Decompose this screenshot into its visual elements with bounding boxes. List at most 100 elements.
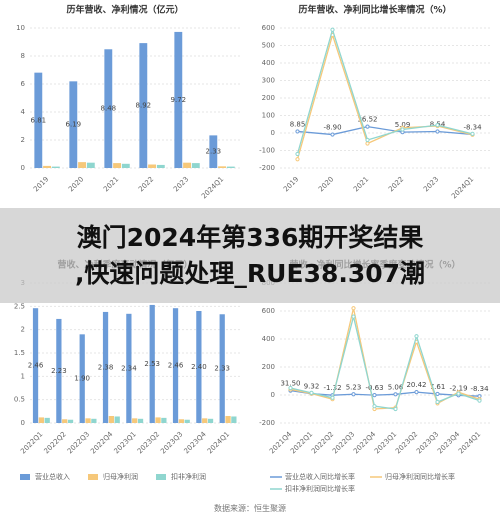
x-tick-label: 2022Q3 [66, 430, 91, 455]
value-label: -0.63 [365, 384, 383, 392]
y-tick-label: 8 [21, 52, 25, 60]
x-tick-label: 2019 [282, 175, 300, 193]
bar [132, 418, 138, 423]
value-label: -8.90 [323, 124, 341, 132]
line [297, 125, 473, 136]
x-tick-label: 2022Q4 [89, 430, 115, 456]
y-tick-label: 400 [262, 59, 275, 67]
x-tick-label: 2020 [67, 175, 85, 193]
x-tick-label: 2023Q3 [159, 430, 184, 455]
point [365, 137, 370, 143]
banner-line: ,快速问题处理_RUE38.307潮 [74, 258, 426, 288]
bar [231, 416, 237, 423]
point [351, 392, 356, 397]
point [365, 141, 370, 146]
bar [67, 419, 74, 423]
point [309, 390, 314, 395]
y-tick-label: -200 [259, 419, 275, 427]
y-tick-label: 200 [262, 363, 275, 371]
bar [102, 311, 109, 423]
point [414, 390, 419, 395]
point [330, 27, 335, 32]
bar [207, 418, 214, 423]
bar [32, 308, 39, 423]
y-tick-label: 2.5 [14, 302, 25, 310]
y-tick-label: 600 [262, 307, 275, 315]
x-tick-label: 2022Q2 [43, 430, 68, 455]
bar [225, 416, 231, 423]
point [435, 391, 440, 397]
legend-swatch [156, 474, 166, 480]
y-tick-label: -200 [259, 164, 275, 172]
point [456, 391, 461, 396]
x-tick-label: 2023 [172, 175, 190, 193]
bar [43, 165, 51, 168]
y-tick-label: 0 [21, 419, 25, 427]
x-tick-label: 2022 [387, 175, 405, 193]
point [435, 123, 440, 128]
chart-title: 历年营收、净利同比增长率情况（%） [298, 4, 451, 16]
point [295, 151, 300, 157]
point [470, 131, 475, 136]
bar [86, 162, 95, 168]
bar [126, 313, 132, 423]
point [365, 124, 370, 129]
bar [172, 308, 179, 423]
bar [137, 418, 144, 423]
point [393, 406, 398, 412]
legend-swatch [88, 474, 98, 480]
bar [191, 163, 200, 168]
value-label: 36.52 [357, 116, 377, 124]
y-tick-label: 100 [262, 112, 275, 120]
y-tick-label: 1.5 [14, 349, 25, 357]
bar [38, 417, 44, 423]
y-tick-label: 0 [271, 129, 275, 137]
value-label: 8.85 [290, 120, 306, 128]
value-label: 2.33 [214, 365, 230, 373]
value-label: 8.48 [101, 105, 117, 113]
point [477, 398, 482, 403]
bar [161, 417, 167, 423]
x-tick-label: 2023Q1 [113, 430, 138, 455]
x-tick-label: 2024Q1 [457, 430, 482, 455]
bar [79, 334, 85, 423]
y-tick-label: 300 [262, 77, 275, 85]
point [372, 392, 377, 398]
point [400, 127, 405, 132]
bar [121, 163, 130, 168]
value-label: 2.34 [121, 364, 137, 372]
legend-label: 营业总收入同比增长率 [285, 472, 355, 481]
value-label: 2.23 [51, 367, 67, 375]
bar [44, 417, 50, 423]
y-tick-label: 0.5 [14, 396, 25, 404]
value-label: 5.09 [395, 121, 411, 129]
point [330, 132, 335, 137]
line [290, 316, 480, 410]
bar [139, 43, 148, 169]
bar [62, 419, 68, 423]
point [393, 392, 398, 397]
x-tick-label: 2023 [422, 175, 440, 193]
value-label: -1.32 [323, 384, 341, 392]
value-label: 2.33 [206, 148, 222, 156]
y-tick-label: 10 [16, 24, 25, 32]
y-tick-label: -100 [259, 147, 275, 155]
bar [196, 311, 202, 423]
bar [56, 318, 62, 423]
point [288, 385, 293, 391]
y-tick-label: 2 [21, 136, 25, 144]
y-tick-label: 400 [262, 335, 275, 343]
bar [78, 162, 86, 168]
point [295, 129, 300, 134]
bar [156, 164, 165, 168]
x-tick-label: 2023Q4 [183, 430, 209, 456]
legend-label: 扣非净利润 [171, 472, 206, 481]
y-tick-label: 4 [21, 108, 26, 116]
line [296, 27, 473, 155]
bar [113, 163, 121, 168]
value-label: -8.34 [463, 123, 482, 131]
bar [114, 416, 120, 423]
bar [226, 166, 235, 168]
value-label: 6.19 [66, 121, 82, 129]
